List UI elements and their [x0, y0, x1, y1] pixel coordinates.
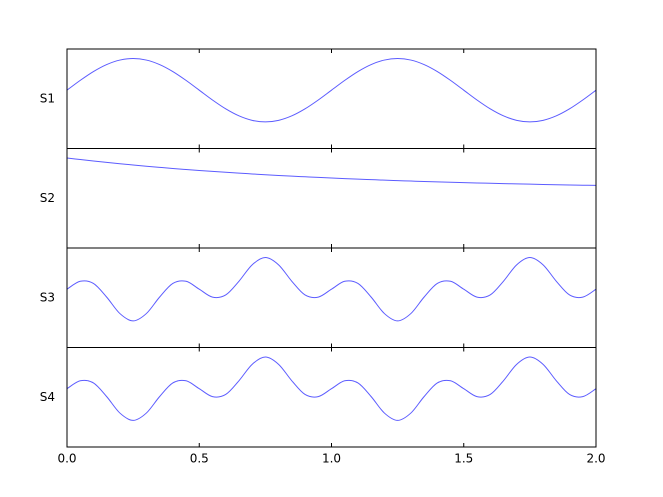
series-line: [66, 356, 597, 421]
x-tick-label: 1.0: [322, 452, 341, 466]
x-tick-label: 0.0: [57, 452, 76, 466]
y-axis-label: S2: [40, 191, 55, 205]
x-tick-label: 2.0: [586, 452, 605, 466]
series-line: [66, 157, 597, 186]
axes-frame: [66, 247, 597, 348]
axes-frame: [66, 48, 597, 149]
axes-frame: [66, 148, 597, 249]
y-axis-label: S4: [40, 390, 55, 404]
series-line: [66, 58, 597, 123]
axes-frame: [66, 347, 597, 448]
y-axis-label: S3: [40, 290, 55, 304]
y-axis-label: S1: [40, 91, 55, 105]
x-tick-label: 1.5: [454, 452, 473, 466]
x-tick-label: 0.5: [190, 452, 209, 466]
series-line: [66, 257, 597, 322]
